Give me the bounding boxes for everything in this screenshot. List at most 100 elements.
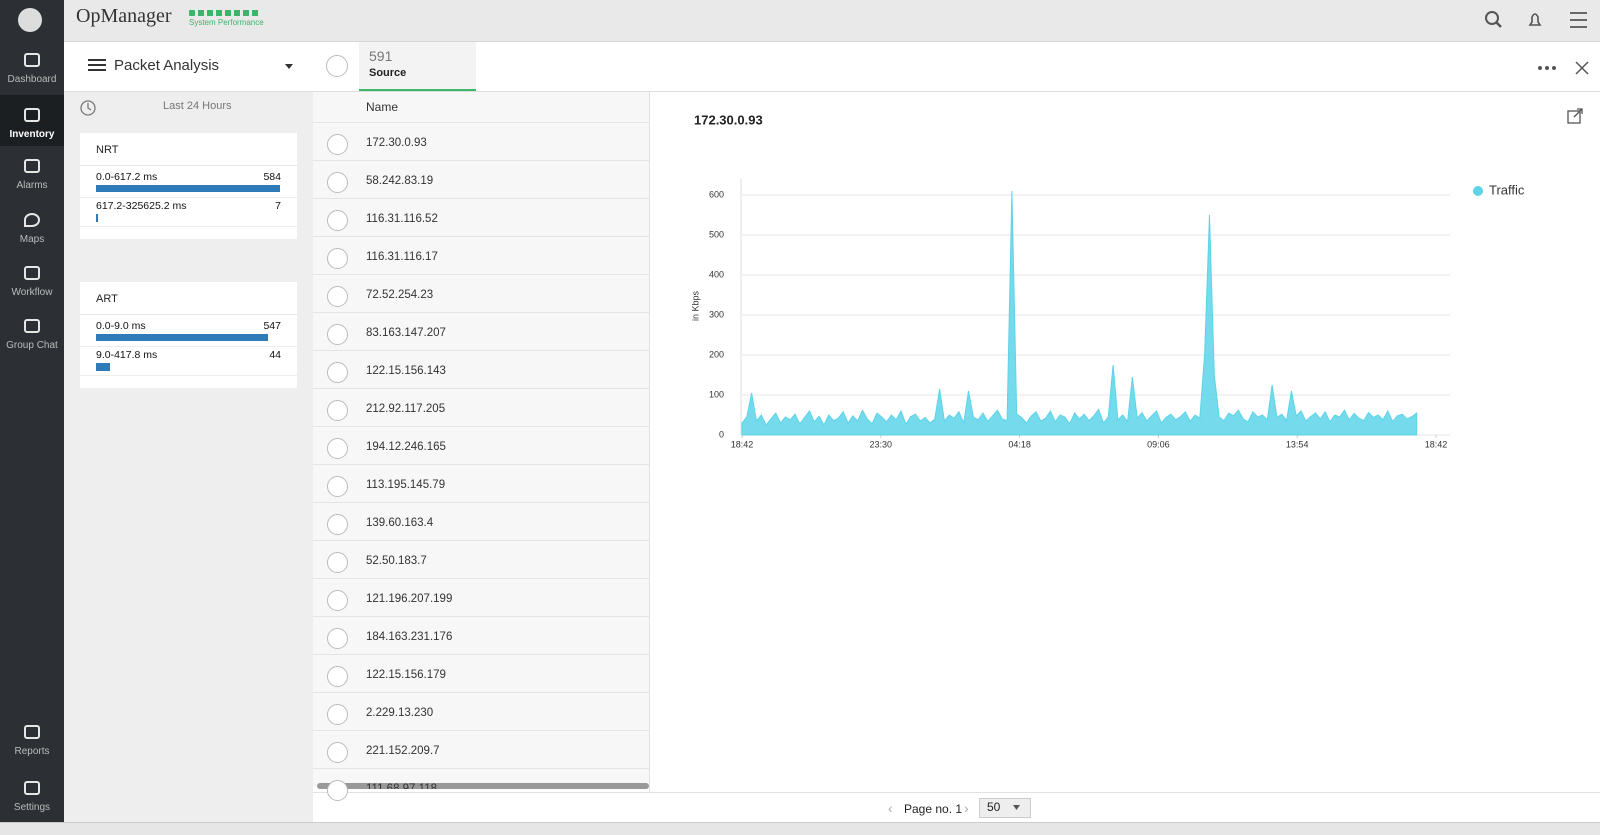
- select-all[interactable]: [326, 55, 348, 77]
- nav-label[interactable]: Workflow: [11, 287, 53, 299]
- x-tick-label: 18:42: [1425, 439, 1448, 449]
- legend-label: Traffic: [1489, 182, 1525, 197]
- menu-icon[interactable]: [88, 58, 106, 72]
- ip-address[interactable]: 139.60.163.4: [366, 517, 434, 529]
- y-axis-label: in Kbps: [690, 290, 700, 321]
- next-page[interactable]: ›: [964, 800, 969, 816]
- clock-icon: [80, 100, 96, 116]
- row-divider: [313, 730, 649, 731]
- top-icons: [1485, 11, 1587, 28]
- row-checkbox[interactable]: [327, 286, 348, 307]
- prev-page[interactable]: ‹: [888, 800, 893, 816]
- row-divider: [313, 502, 649, 503]
- row-checkbox[interactable]: [327, 742, 348, 763]
- y-tick-label: 100: [709, 389, 724, 399]
- ip-address[interactable]: 83.163.147.207: [366, 327, 446, 339]
- nav-icon[interactable]: [24, 213, 40, 228]
- row-checkbox[interactable]: [327, 324, 348, 345]
- ip-address[interactable]: 113.195.145.79: [366, 479, 446, 491]
- nav-icon[interactable]: [24, 781, 40, 796]
- row-divider: [313, 388, 649, 389]
- avatar[interactable]: [18, 8, 42, 32]
- nav-label[interactable]: Settings: [13, 802, 51, 814]
- source-tab[interactable]: [359, 42, 476, 91]
- export-icon[interactable]: [1567, 108, 1583, 124]
- range-label: 0.0-9.0 ms: [96, 319, 146, 332]
- page-label: Page no. 1: [904, 802, 963, 816]
- ip-address[interactable]: 52.50.183.7: [366, 555, 427, 567]
- tab-bar: [313, 42, 1600, 92]
- ip-address[interactable]: 184.163.231.176: [366, 631, 453, 643]
- row-checkbox[interactable]: [327, 134, 348, 155]
- ip-address[interactable]: 72.52.254.23: [366, 289, 434, 301]
- ip-address[interactable]: 2.229.13.230: [366, 707, 434, 719]
- nav-icon[interactable]: [24, 266, 40, 281]
- scrollbar[interactable]: [317, 783, 649, 789]
- more-icon[interactable]: [1538, 66, 1556, 70]
- row-checkbox[interactable]: [327, 704, 348, 725]
- ip-address[interactable]: 111.68.97.118: [366, 783, 437, 795]
- range-bar: [96, 333, 269, 341]
- nav-icon[interactable]: [24, 53, 40, 68]
- row-checkbox[interactable]: [327, 400, 348, 421]
- row-checkbox[interactable]: [327, 780, 348, 801]
- nav-label[interactable]: Alarms: [16, 180, 48, 192]
- row-checkbox[interactable]: [327, 476, 348, 497]
- x-tick-label: 09:06: [1147, 439, 1170, 449]
- range-count: 547: [263, 319, 281, 332]
- dropdown-caret[interactable]: [285, 64, 293, 69]
- nav-label[interactable]: Group Chat: [6, 340, 58, 352]
- row-checkbox[interactable]: [327, 628, 348, 649]
- x-tick-label: 23:30: [870, 439, 893, 449]
- nav-icon[interactable]: [24, 108, 40, 123]
- ip-address[interactable]: 194.12.246.165: [366, 441, 446, 453]
- ip-address[interactable]: 116.31.116.17: [366, 251, 438, 263]
- nav-label[interactable]: Inventory: [9, 129, 55, 141]
- view-title[interactable]: Packet Analysis: [114, 57, 220, 74]
- row-checkbox[interactable]: [327, 438, 348, 459]
- row-checkbox[interactable]: [327, 666, 348, 687]
- row-divider: [80, 225, 297, 227]
- range-bar: [96, 184, 280, 192]
- panel-divider: [80, 313, 297, 315]
- traffic-area: [741, 190, 1418, 436]
- row-checkbox[interactable]: [327, 210, 348, 231]
- time-range[interactable]: Last 24 Hours: [163, 100, 232, 112]
- row-checkbox[interactable]: [327, 590, 348, 611]
- row-divider: [313, 274, 649, 275]
- nav-label[interactable]: Reports: [14, 746, 50, 758]
- ip-address[interactable]: 116.31.116.52: [366, 213, 438, 225]
- page-size-select[interactable]: [979, 798, 1031, 818]
- app-status: System Performance: [189, 18, 264, 27]
- range-label: 617.2-325625.2 ms: [96, 199, 187, 212]
- ip-address[interactable]: 172.30.0.93: [366, 137, 427, 149]
- ip-address[interactable]: 122.15.156.179: [366, 669, 446, 681]
- ip-address[interactable]: 58.242.83.19: [366, 175, 434, 187]
- row-checkbox[interactable]: [327, 552, 348, 573]
- row-divider: [313, 616, 649, 617]
- settings-icon[interactable]: [1570, 12, 1587, 28]
- range-label: 0.0-617.2 ms: [96, 170, 158, 183]
- search-icon[interactable]: [1485, 11, 1499, 25]
- nav-label[interactable]: Maps: [19, 234, 45, 246]
- chart-title: 172.30.0.93: [694, 112, 763, 127]
- ip-address[interactable]: 221.152.209.7: [366, 745, 440, 757]
- ip-address[interactable]: 122.15.156.143: [366, 365, 446, 377]
- row-divider: [313, 160, 649, 161]
- close-icon[interactable]: [1575, 61, 1589, 75]
- nav-label[interactable]: Dashboard: [7, 74, 57, 86]
- nav-icon[interactable]: [24, 159, 40, 174]
- row-divider: [313, 312, 649, 313]
- nav-icon[interactable]: [24, 725, 40, 740]
- footer-line: [313, 792, 1600, 793]
- ip-address[interactable]: 212.92.117.205: [366, 403, 446, 415]
- row-checkbox[interactable]: [327, 248, 348, 269]
- nav-icon[interactable]: [24, 319, 40, 334]
- row-divider: [313, 122, 649, 123]
- row-checkbox[interactable]: [327, 172, 348, 193]
- bell-icon[interactable]: [1528, 13, 1542, 26]
- page-size-caret: [1013, 805, 1020, 810]
- row-checkbox[interactable]: [327, 514, 348, 535]
- row-checkbox[interactable]: [327, 362, 348, 383]
- ip-address[interactable]: 121.196.207.199: [366, 593, 453, 605]
